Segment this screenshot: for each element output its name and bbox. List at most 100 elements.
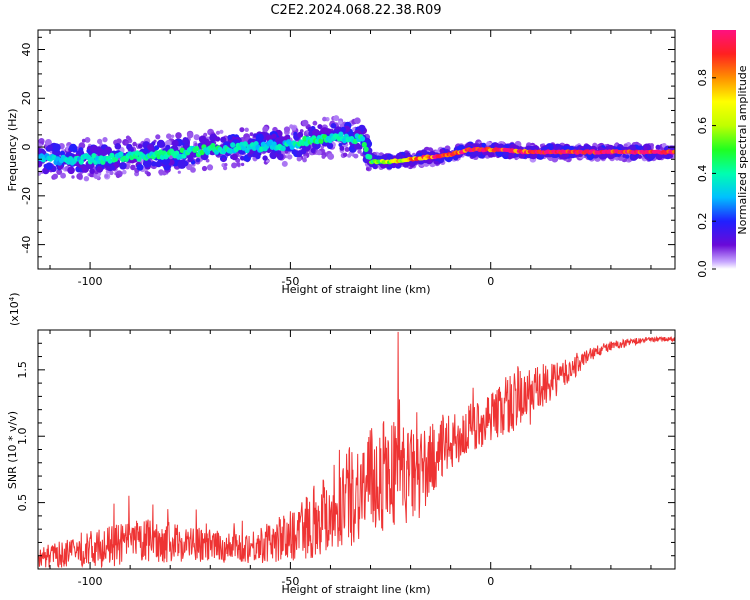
spectrogram-y-ticks: -40 -20 0 20 40 [20,36,675,270]
spectrogram-band-dot [52,143,61,152]
spectrogram-ridge-cell [361,141,367,148]
spectrogram-halo-dot [347,153,352,158]
spectrogram-band-dot [456,145,463,152]
spectrogram-halo-dot [187,131,194,139]
spectrogram-halo-dot [60,172,66,179]
spectrogram-halo-dot [219,129,224,134]
spectrogram-halo-dot [193,134,200,141]
spectrogram-halo-dot [164,140,171,147]
snr-y-ticks: 0.5 1.0 1.5 [16,342,675,557]
spectrogram-halo-dot [290,132,295,136]
spectrogram-band-dot [106,166,111,171]
spectrogram-halo-dot [170,134,175,138]
spectrogram-band-dot [339,145,345,151]
spectrogram-band-dot [372,163,378,169]
spectrogram-halo-dot [102,137,108,143]
spectrogram-halo-dot [344,147,350,152]
spectrogram-halo-dot [190,167,196,173]
spectrogram-band-dot [453,155,459,161]
spectrogram-band-dot [312,129,320,137]
spectrogram-ridge-cell [671,149,675,154]
x-tick-label: 0 [487,275,494,288]
spectrogram-halo-dot [291,125,297,131]
x-tick-label: 0 [487,575,494,588]
spectrogram-halo-dot [354,117,361,124]
snr-series-line [38,331,675,569]
spectrogram-halo-dot [249,132,254,137]
spectrogram-band-dot [45,162,53,170]
spectrogram-halo-dot [78,142,86,149]
spectrogram-halo-dot [132,141,137,147]
spectrogram-band-dot [227,134,233,140]
spectrogram-band-dot [67,166,75,175]
spectrogram-halo-dot [302,157,307,163]
spectrogram-band-dot [114,143,122,150]
colorbar-tick-label: 0.0 [696,260,709,278]
spectrogram-band-dot [262,155,268,161]
spectrogram-ridge-cell [78,159,84,165]
spectrogram-halo-dot [109,170,114,176]
spectrogram-halo-dot [177,170,181,174]
spectrogram-halo-dot [115,173,121,179]
spectrogram-halo-dot [365,167,370,171]
spectrogram-halo-dot [130,164,136,171]
spectrogram-band-dot [147,143,154,151]
colorbar: 0.0 0.2 0.4 0.6 0.8 Normalized spectral ampl… [696,30,749,278]
spectrogram-halo-dot [352,127,356,132]
spectrogram-halo-dot [166,133,172,139]
spectrogram-halo-dot [339,123,344,128]
spectrogram-band-dot [198,135,207,144]
spectrogram-band-dot [597,146,603,152]
spectrogram-band-dot [136,163,144,171]
spectrogram-band-dot [439,148,445,154]
colorbar-tick-label: 0.6 [696,117,709,135]
spectrogram-halo-dot [244,127,249,132]
spectrogram-halo-dot [327,153,335,160]
colorbar-ticks: 0.0 0.2 0.4 0.6 0.8 [696,69,716,278]
spectrogram-halo-dot [236,162,241,167]
spectrogram-band-dot [255,133,264,142]
spectrogram-ridge-cell [280,145,286,152]
spectrogram-halo-dot [205,158,210,163]
spectrogram-halo-dot [301,119,309,127]
spectrogram-ridge-cell [91,153,97,159]
spectrogram-band-dot [46,144,53,151]
spectrogram-band-dot [275,137,281,143]
spectrogram-band-dot [177,159,187,169]
spectrogram-band-dot [330,123,337,129]
spectrogram-band-dot [317,124,323,130]
spectrogram-band-dot [296,150,303,158]
spectrogram-band-dot [220,136,227,143]
snr-y-label: SNR (10 * v/v) [6,411,19,489]
spectrogram-band-dot [221,157,226,162]
spectrogram-halo-dot [281,160,288,167]
spectrogram-halo-dot [322,116,327,122]
y-tick-label: -40 [20,236,33,254]
spectrogram-halo-dot [231,162,238,169]
y-tick-label: 40 [20,43,33,57]
spectrogram-ridge-cell [363,146,369,153]
spectrogram-halo-dot [316,150,322,156]
spectrogram-halo-dot [158,169,165,176]
spectrogram-band-dot [271,133,277,139]
spectrogram-ridge-cell [136,156,142,162]
spectrogram-band-dot [310,147,316,154]
spectrogram-band-dot [240,155,245,161]
spectrogram-band-dot [395,152,403,160]
spectrogram-ridge-cell [118,151,124,157]
spectrogram-ridge-cell [109,152,115,159]
spectrogram-halo-dot [357,149,362,154]
spectrogram-halo-dot [124,140,129,145]
snr-y-multiplier: (x104) [8,292,21,326]
spectrogram-band-dot [155,160,162,168]
spectrogram-ridge-cell [194,145,200,152]
spectrogram-band-dot [481,142,487,148]
colorbar-tick-label: 0.8 [696,69,709,87]
spectrogram-halo-dot [175,132,182,139]
spectrogram-halo-dot [97,138,103,145]
spectrogram-halo-dot [207,130,211,134]
spectrogram-band-dot [307,127,312,132]
spectrogram-band-dot [559,153,566,160]
spectrogram-band-dot [101,149,108,156]
